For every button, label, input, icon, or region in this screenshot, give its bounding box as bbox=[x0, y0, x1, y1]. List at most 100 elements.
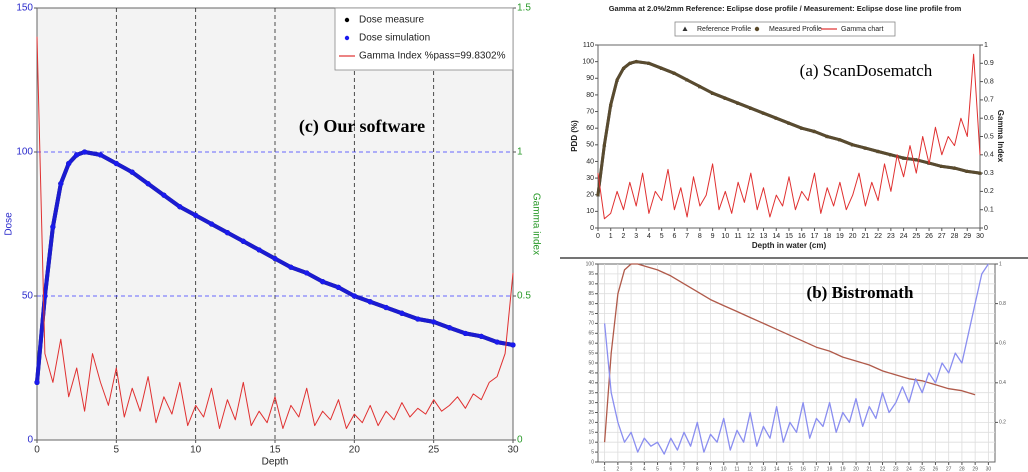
x-tick-label: 1 bbox=[609, 233, 613, 240]
annotation: (a) ScanDosematch bbox=[800, 61, 933, 80]
marker bbox=[58, 181, 64, 187]
chart-panel: 0 1 2 3 4 5 6 7 8 9 10 11 12 13 14 15 16 17 18 19 20 21 22 23 24… bbox=[570, 4, 1005, 250]
marker bbox=[224, 230, 230, 236]
y-tick-label: 70 bbox=[588, 321, 594, 327]
y-tick-label: 70 bbox=[586, 108, 594, 115]
marker bbox=[902, 156, 906, 160]
y2-tick-label: 0.2 bbox=[984, 188, 994, 195]
y-tick-label: 35 bbox=[588, 390, 594, 396]
marker bbox=[145, 181, 151, 187]
marker bbox=[774, 116, 778, 120]
marker bbox=[272, 255, 278, 262]
y2-axis-label: Gamma Index bbox=[996, 110, 1005, 163]
x-tick-label: 6 bbox=[669, 466, 672, 472]
marker bbox=[240, 238, 246, 244]
y2-tick-label: 1 bbox=[999, 261, 1002, 267]
y2-tick-label: 0.5 bbox=[984, 133, 994, 140]
y-tick-label: 40 bbox=[586, 158, 594, 165]
y-tick-label: 95 bbox=[588, 271, 594, 277]
y-tick-label: 80 bbox=[588, 301, 594, 307]
y2-tick-label: 1.5 bbox=[517, 3, 531, 14]
annotation: (c) Our software bbox=[299, 116, 425, 137]
x-tick-label: 15 bbox=[269, 445, 281, 456]
x-tick-label: 9 bbox=[711, 233, 715, 240]
x-tick-label: 3 bbox=[634, 233, 638, 240]
marker bbox=[621, 66, 626, 70]
y2-tick-label: 1 bbox=[517, 147, 523, 158]
marker bbox=[494, 339, 500, 345]
y-tick-label: 85 bbox=[588, 291, 594, 297]
y-tick-label: 20 bbox=[588, 420, 594, 426]
x-tick-label: 24 bbox=[900, 233, 908, 240]
marker bbox=[399, 310, 405, 316]
series-line bbox=[36, 36, 514, 429]
marker bbox=[478, 333, 484, 339]
marker bbox=[50, 224, 56, 230]
x-tick-label: 17 bbox=[811, 233, 819, 240]
marker bbox=[711, 91, 715, 95]
x-tick-label: 5 bbox=[660, 233, 664, 240]
y-tick-label: 90 bbox=[586, 75, 594, 82]
x-tick-label: 30 bbox=[507, 445, 519, 456]
x-tick-label: 25 bbox=[428, 445, 440, 456]
marker bbox=[723, 96, 727, 100]
x-tick-label: 10 bbox=[721, 233, 729, 240]
y-tick-label: 60 bbox=[588, 341, 594, 347]
y-tick-label: 50 bbox=[588, 360, 594, 366]
x-tick-label: 18 bbox=[827, 466, 833, 472]
series-line bbox=[603, 263, 989, 455]
marker bbox=[940, 164, 944, 169]
marker bbox=[66, 160, 72, 167]
marker bbox=[761, 111, 766, 115]
marker bbox=[383, 304, 389, 311]
y-tick-label: 45 bbox=[588, 370, 594, 376]
x-tick-label: 13 bbox=[761, 466, 767, 472]
marker bbox=[74, 152, 80, 158]
x-tick-label: 20 bbox=[849, 233, 857, 240]
x-tick-label: 20 bbox=[349, 445, 361, 456]
y-tick-label: 50 bbox=[586, 142, 594, 149]
marker bbox=[812, 129, 817, 134]
x-tick-label: 7 bbox=[685, 233, 689, 240]
x-tick-label: 6 bbox=[672, 233, 676, 240]
y-tick-label: 25 bbox=[588, 410, 594, 416]
marker bbox=[876, 149, 880, 154]
marker bbox=[97, 152, 104, 158]
x-tick-label: 10 bbox=[190, 445, 202, 456]
x-tick-label: 2 bbox=[622, 233, 626, 240]
y-tick-label: 75 bbox=[588, 311, 594, 317]
x-axis-label: Depth bbox=[262, 457, 289, 468]
marker bbox=[685, 78, 689, 82]
y-tick-label: 90 bbox=[588, 281, 594, 287]
y2-tick-label: 0.5 bbox=[517, 291, 531, 302]
series-line bbox=[603, 263, 976, 443]
marker bbox=[851, 143, 855, 147]
marker bbox=[609, 103, 613, 107]
marker bbox=[431, 319, 437, 325]
x-tick-label: 25 bbox=[912, 233, 920, 240]
y-tick-label: 30 bbox=[586, 175, 594, 182]
series-trace bbox=[596, 60, 981, 195]
x-tick-label: 27 bbox=[938, 233, 946, 240]
x-tick-label: 26 bbox=[925, 233, 933, 240]
y-tick-label: 65 bbox=[588, 331, 594, 337]
series-line bbox=[597, 53, 981, 220]
legend-label: Measured Profile bbox=[769, 26, 822, 33]
y-tick-label: 10 bbox=[588, 440, 594, 446]
marker bbox=[462, 330, 468, 337]
marker bbox=[602, 143, 606, 147]
marker bbox=[863, 146, 868, 150]
x-tick-label: 3 bbox=[630, 466, 633, 472]
x-tick-label: 14 bbox=[772, 233, 780, 240]
marker bbox=[596, 193, 600, 197]
x-tick-label: 22 bbox=[874, 233, 882, 240]
marker bbox=[288, 264, 294, 270]
y-tick-label: 60 bbox=[586, 125, 594, 132]
x-tick-label: 10 bbox=[721, 466, 727, 472]
marker bbox=[320, 279, 326, 285]
y2-tick-label: 0.9 bbox=[984, 60, 994, 67]
marker bbox=[415, 316, 421, 322]
legend-symbol bbox=[682, 26, 688, 31]
marker bbox=[787, 121, 791, 125]
x-tick-label: 16 bbox=[798, 233, 806, 240]
